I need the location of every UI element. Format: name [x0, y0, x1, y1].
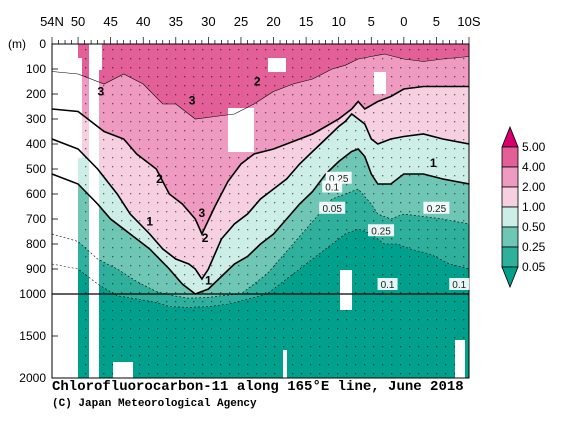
- contour-label: 0.25: [427, 204, 447, 215]
- colorbar-level-label: 0.25: [522, 240, 546, 254]
- contour-label-background: [377, 278, 398, 290]
- missing-data-area: [283, 350, 287, 378]
- depth-tick-label: 100: [26, 62, 46, 76]
- contour-label: 0.1: [325, 183, 339, 194]
- contour-label-background: [322, 180, 343, 193]
- contour-label: 3: [98, 85, 105, 99]
- depth-tick-label: 600: [26, 187, 46, 201]
- contour-label: 1: [205, 273, 212, 287]
- colorbar-segment: [501, 186, 519, 208]
- lat-tick-label: 10S: [457, 14, 480, 29]
- colorbar-level-label: 1.00: [522, 200, 546, 214]
- lat-tick-label: 45: [103, 14, 117, 29]
- colorbar-level-label: 2.00: [522, 180, 546, 194]
- contour-label: 2: [202, 231, 209, 245]
- lat-tick-label: 15: [299, 14, 313, 29]
- depth-tick-label: 400: [26, 137, 46, 151]
- contour-line: [52, 228, 469, 308]
- contour-label-background: [368, 224, 395, 237]
- lat-tick-label: 10: [331, 14, 345, 29]
- colorbar-top-extension: [501, 125, 519, 148]
- depth-tick-label: 500: [26, 162, 46, 176]
- depth-tick-label: 800: [26, 237, 46, 251]
- contour-label-background: [449, 278, 470, 290]
- missing-data-area: [268, 58, 286, 72]
- lat-tick-label: 35: [169, 14, 183, 29]
- depth-tick-label: 1000: [19, 287, 46, 301]
- depth-tick-label: 700: [26, 212, 46, 226]
- colorbar-level-label: 0.50: [522, 220, 546, 234]
- latitude-axis: 54N 50 45 40 35 30 25 20 15 10 5 0 5 10S: [40, 14, 481, 44]
- chart-title: Chlorofluorocarbon-11 along 165°E line, …: [52, 379, 464, 395]
- contour-line: [52, 85, 469, 236]
- contour-line: [52, 148, 469, 295]
- depth-axis: (m) 0 100 200 300 400 500 600 700 800 900 1000 1500…: [8, 37, 58, 385]
- missing-data-area: [113, 362, 133, 378]
- lat-tick-label: 20: [266, 14, 280, 29]
- missing-data-area: [340, 270, 352, 310]
- chart-credit: (C) Japan Meteorological Agency: [52, 398, 257, 410]
- colorbar-level-label: 5.00: [522, 140, 546, 154]
- sample-dots: [52, 44, 469, 378]
- lat-tick-label: 25: [234, 14, 248, 29]
- depth-tick-label: 1500: [19, 329, 46, 343]
- depth-tick-label: 200: [26, 87, 46, 101]
- contour-label: 3: [189, 93, 196, 107]
- contour-label: 2: [156, 172, 163, 186]
- lat-tick-label: 54N: [40, 14, 64, 29]
- lat-tick-label: 50: [71, 14, 85, 29]
- lat-tick-label: 30: [201, 14, 215, 29]
- lat-tick-label: 40: [136, 14, 150, 29]
- lat-tick-label: 0: [400, 14, 407, 29]
- missing-data-area: [99, 44, 102, 70]
- plot-area: [51, 43, 470, 379]
- colorbar-legend: 5.00 4.00 2.00 1.00 0.50 0.25 0.05: [501, 125, 546, 289]
- contour-line: [52, 53, 469, 120]
- missing-data-area: [52, 44, 78, 58]
- missing-data-area: [455, 340, 465, 378]
- colorbar-segment: [501, 206, 519, 228]
- colorbar-segment: [501, 246, 519, 268]
- contour-label-background: [423, 201, 450, 214]
- contour-label: 1: [146, 215, 153, 229]
- depth-tick-label: 900: [26, 262, 46, 276]
- colorbar-level-label: 4.00: [522, 160, 546, 174]
- contour-label: 0.25: [329, 174, 349, 185]
- contour-label: 1: [430, 156, 437, 170]
- colorbar-bottom-extension: [501, 266, 519, 289]
- colorbar-segment: [501, 166, 519, 188]
- depth-tick-label: 2000: [19, 371, 46, 385]
- contour-label: 2: [254, 75, 261, 89]
- missing-data-area: [374, 72, 386, 94]
- depth-unit-label: (m): [8, 37, 26, 51]
- missing-data-area: [89, 44, 99, 378]
- contour-label-background: [319, 201, 346, 214]
- contour-label: 3: [199, 206, 206, 220]
- depth-tick-label: 300: [26, 112, 46, 126]
- contour-line: [52, 188, 469, 299]
- contour-label: 0.25: [371, 226, 391, 237]
- colorbar-segment: [501, 226, 519, 248]
- contour-label: 0.1: [381, 280, 395, 291]
- contour-label: 0.05: [322, 204, 342, 215]
- lat-tick-label: 5: [368, 14, 375, 29]
- missing-data-area: [228, 108, 254, 152]
- colorbar-level-label: 0.05: [522, 260, 546, 274]
- colorbar-segment: [501, 146, 519, 168]
- contour-label: 0.1: [452, 280, 466, 291]
- lat-tick-label: 5: [433, 14, 440, 29]
- contour-lines: [52, 53, 469, 308]
- depth-tick-label: 0: [39, 37, 46, 51]
- contour-line: [52, 112, 469, 281]
